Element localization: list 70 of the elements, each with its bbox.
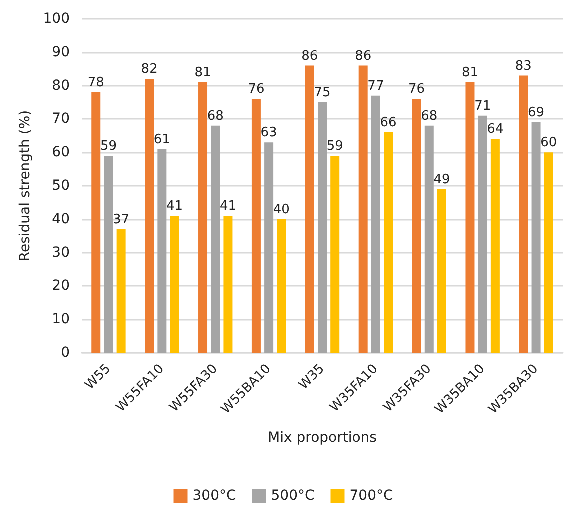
bar xyxy=(116,229,126,353)
legend-label: 700°C xyxy=(350,488,394,504)
data-label: 86 xyxy=(302,48,318,64)
y-tick-label: 50 xyxy=(52,178,70,194)
bar xyxy=(330,156,340,353)
data-label: 63 xyxy=(260,126,278,141)
data-label: 68 xyxy=(207,108,224,124)
y-tick-label: 90 xyxy=(52,44,70,60)
bar xyxy=(412,99,422,353)
bar xyxy=(371,96,380,353)
legend-label: 500°C xyxy=(271,488,315,504)
data-label: 59 xyxy=(326,138,344,154)
data-label: 81 xyxy=(194,65,212,80)
bar xyxy=(478,116,488,353)
y-tick-label: 80 xyxy=(52,78,70,94)
data-label: 37 xyxy=(113,212,130,228)
data-label: 78 xyxy=(88,75,104,90)
data-label: 41 xyxy=(220,199,236,214)
bar xyxy=(305,66,314,353)
data-label: 77 xyxy=(368,78,384,94)
y-tick-label: 40 xyxy=(52,211,70,228)
data-label: 69 xyxy=(528,106,545,121)
bar xyxy=(519,76,528,353)
y-tick-label: 60 xyxy=(52,144,70,161)
data-label: 81 xyxy=(462,65,479,80)
bar xyxy=(466,82,475,353)
legend-label: 300°C xyxy=(192,488,236,504)
data-label: 76 xyxy=(408,82,426,98)
bar xyxy=(277,219,286,353)
bar xyxy=(437,189,446,353)
y-tick-label: 20 xyxy=(52,278,70,294)
bar xyxy=(318,102,327,353)
data-label: 60 xyxy=(540,136,558,151)
data-label: 59 xyxy=(100,138,117,154)
x-axis-title: Mix proportions xyxy=(268,430,377,446)
bar xyxy=(490,139,500,353)
bar xyxy=(104,156,114,353)
bar xyxy=(170,216,180,353)
data-label: 40 xyxy=(273,202,290,218)
data-label: 64 xyxy=(487,122,504,138)
bar xyxy=(544,152,554,353)
data-label: 83 xyxy=(515,58,532,74)
y-tick-label: 100 xyxy=(43,11,70,27)
bar xyxy=(145,79,154,353)
bar xyxy=(158,149,167,353)
bar xyxy=(198,82,208,353)
y-axis-title: Residual strength (%) xyxy=(17,110,34,262)
data-label: 75 xyxy=(314,86,331,100)
bar xyxy=(384,132,394,353)
bar xyxy=(92,92,101,353)
data-label: 68 xyxy=(421,108,438,124)
y-tick-label: 30 xyxy=(52,244,70,261)
data-label: 41 xyxy=(166,199,184,214)
data-label: 66 xyxy=(380,116,397,131)
bar xyxy=(358,66,368,353)
bar xyxy=(224,216,233,353)
bar xyxy=(264,142,274,353)
bar xyxy=(211,126,220,353)
data-label: 61 xyxy=(154,132,170,148)
y-tick-label: 0 xyxy=(61,345,70,361)
bar xyxy=(424,126,434,353)
bar xyxy=(252,99,261,353)
data-label: 82 xyxy=(141,62,158,78)
y-tick-label: 70 xyxy=(52,111,70,128)
data-label: 71 xyxy=(474,98,492,114)
data-label: 49 xyxy=(434,172,450,188)
bar xyxy=(532,122,541,353)
y-tick-label: 10 xyxy=(52,312,70,328)
data-label: 86 xyxy=(355,48,372,64)
data-label: 76 xyxy=(248,82,265,98)
